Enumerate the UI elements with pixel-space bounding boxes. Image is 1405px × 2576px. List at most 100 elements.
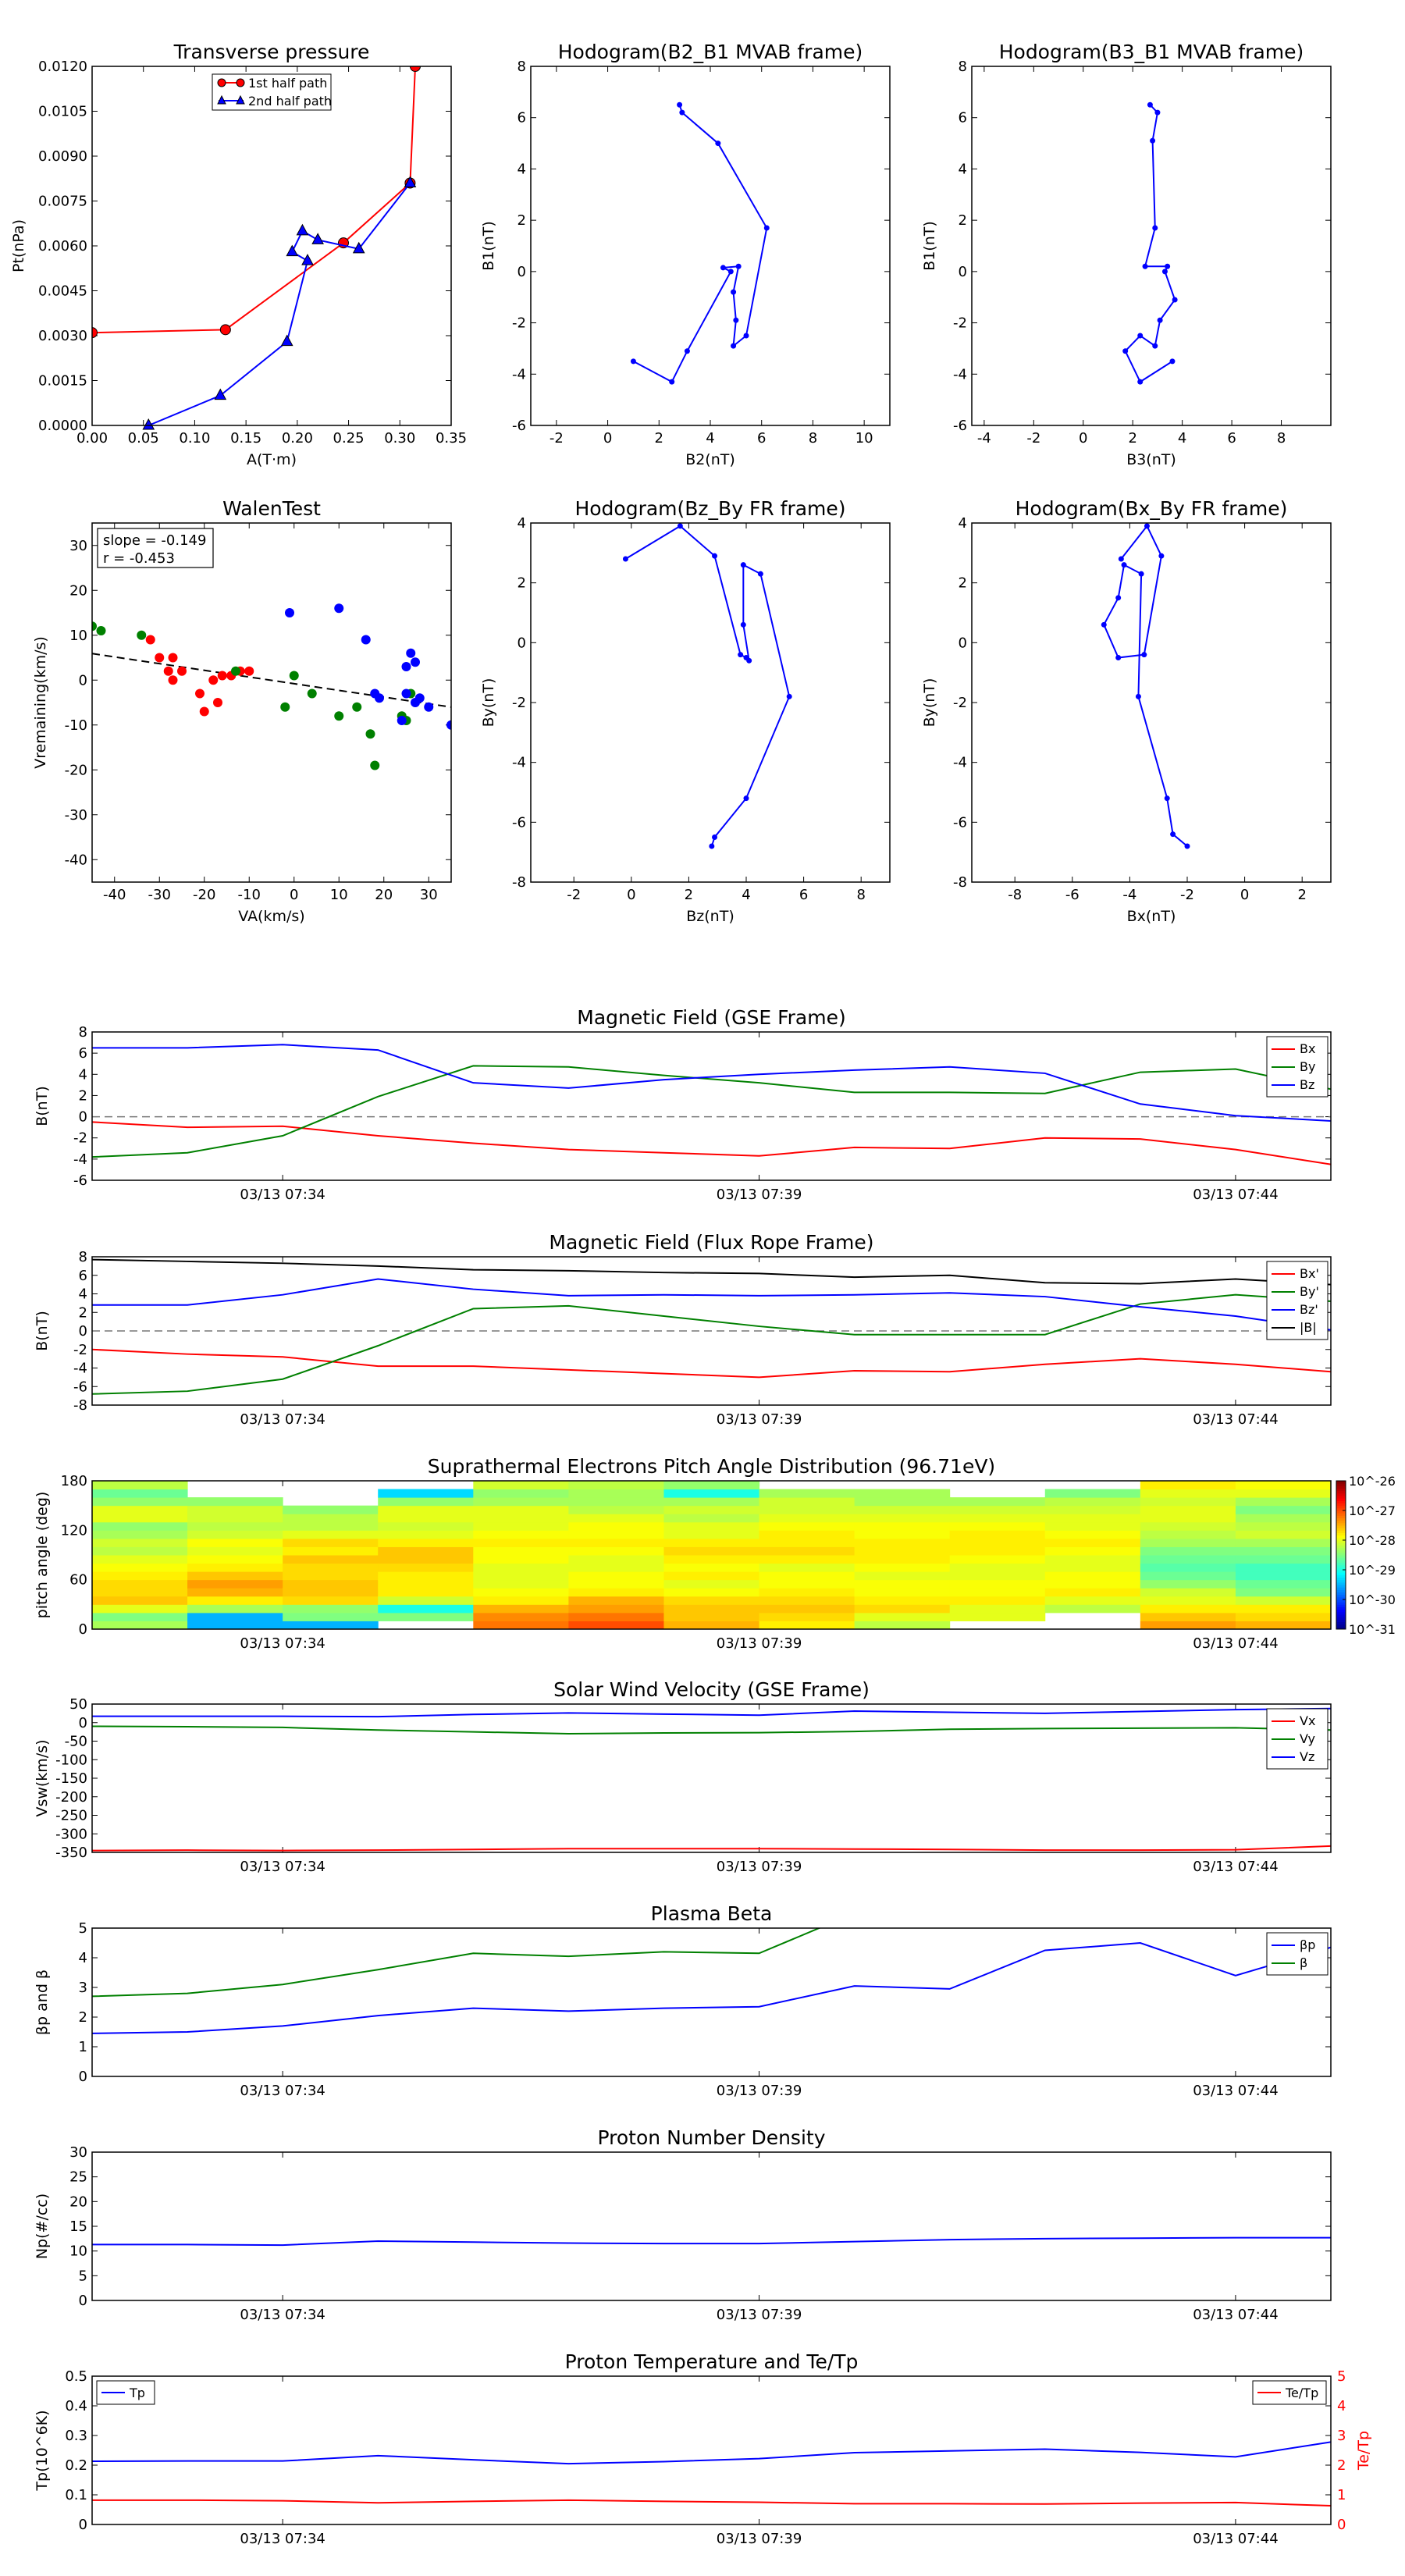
data-point (1184, 843, 1190, 849)
heatmap-cell (663, 1538, 760, 1547)
heatmap-cell (949, 1604, 1046, 1614)
y-tick-label: -2 (512, 695, 526, 711)
data-point (1142, 263, 1148, 269)
colorbar-segment (1336, 1510, 1346, 1514)
x-tick-label: -2 (1180, 887, 1194, 903)
x-tick-label: 8 (809, 430, 817, 447)
data-point (168, 653, 178, 663)
colorbar-segment (1336, 1530, 1346, 1533)
x-tick-label: 03/13 07:34 (240, 1187, 325, 1203)
x-tick-label: 0.30 (384, 430, 415, 447)
x-tick-label: 03/13 07:39 (717, 1859, 802, 1875)
heatmap-cell (473, 1505, 569, 1514)
y-tick-label: 4 (79, 1066, 87, 1083)
heatmap-cell (568, 1530, 664, 1539)
y-axis-label: By(nT) (480, 678, 497, 728)
data-point (1147, 101, 1153, 108)
x-tick-label: -6 (1065, 887, 1080, 903)
legend-label: 1st half path (248, 76, 327, 91)
heatmap-cell (1235, 1588, 1332, 1597)
y-tick-label: 0.4 (65, 2398, 87, 2414)
colorbar-segment (1336, 1611, 1346, 1615)
y-tick-label: 4 (959, 161, 967, 177)
data-point (352, 241, 365, 254)
heatmap-cell (92, 1497, 188, 1507)
heatmap-cell (1044, 1579, 1141, 1589)
series-line-1 (92, 2236, 1331, 2247)
heatmap-cell (473, 1621, 569, 1630)
hodogram-path (632, 104, 768, 383)
walen-panel: WalenTest -40 -30 -20 -10 0 10 20 30 -40 -30 -20 -10… (32, 497, 452, 925)
chart-title: Hodogram(Bz_By FR frame) (574, 497, 845, 520)
heatmap-cell (378, 1604, 474, 1614)
y-tick-label: 0.0105 (38, 104, 87, 120)
heatmap-cell (1235, 1514, 1332, 1523)
x-tick-label: 0.35 (436, 430, 467, 447)
data-point (1137, 333, 1144, 339)
colorbar-segment (1336, 1532, 1346, 1536)
heatmap-cell (1140, 1497, 1236, 1507)
heatmap-cell (1140, 1530, 1236, 1539)
y-tick-label: 5 (79, 2268, 87, 2284)
data-point (709, 843, 715, 849)
np-panel: Proton Number Density 0 5 10 15 20 25 30 03/13 0… (34, 2126, 1332, 2323)
y-tick-label: 0.0045 (38, 283, 87, 300)
data-point (1164, 795, 1170, 802)
y-tick-label: 0 (79, 2069, 87, 2085)
data-point (406, 648, 416, 658)
heatmap-cell (283, 1563, 379, 1572)
heatmap-cell (283, 1571, 379, 1581)
colorbar-segment (1336, 1606, 1346, 1610)
data-point (155, 653, 165, 663)
heatmap-cell (378, 1588, 474, 1597)
y-tick-label: 2 (79, 1087, 87, 1104)
heatmap-cell (378, 1505, 474, 1514)
data-point (280, 334, 293, 347)
y-tick-label: 10 (69, 628, 87, 644)
y-right-tick-label: 5 (1337, 2368, 1346, 2385)
colorbar-segment (1336, 1513, 1346, 1516)
y-tick-label: 180 (61, 1473, 87, 1489)
heatmap-cell (568, 1521, 664, 1531)
y-tick-label: 0 (79, 672, 87, 688)
legend-label: Bx (1300, 1041, 1315, 1056)
heatmap-cell (473, 1571, 569, 1581)
heatmap-cell (663, 1530, 760, 1539)
legend-box (212, 73, 332, 111)
y-tick-label: 0 (79, 2517, 87, 2533)
colorbar-segment (1336, 1564, 1346, 1568)
x-tick-label: 03/13 07:34 (240, 2531, 325, 2547)
beta-panel: Plasma Beta 0 1 2 3 4 5 03/13 07:34 03/13 07:39 0… (34, 1902, 1332, 2099)
x-tick-label: 03/13 07:44 (1193, 2083, 1278, 2099)
data-point (1172, 297, 1178, 303)
heatmap-cell (187, 1571, 283, 1581)
y-tick-label: 2 (518, 575, 526, 592)
data-point (296, 223, 309, 236)
heatmap-cell (1235, 1612, 1332, 1621)
y-axis-label: B1(nT) (921, 221, 938, 271)
x-tick-label: 0 (1240, 887, 1249, 903)
y-tick-label: 0.2 (65, 2457, 87, 2474)
heatmap-cell (1140, 1621, 1236, 1630)
heatmap-cell (949, 1505, 1046, 1514)
heatmap-cell (1044, 1497, 1141, 1507)
colorbar-segment (1336, 1592, 1346, 1596)
series-line-3 (92, 1707, 1331, 1718)
heatmap-cell (1140, 1505, 1236, 1514)
heatmap-cell (949, 1521, 1046, 1531)
x-axis-label: VA(km/s) (238, 908, 304, 925)
colorbar-segment (1336, 1525, 1346, 1528)
colorbar: 10^-26 10^-27 10^-28 10^-29 10^-30 10^-31 (1336, 1474, 1396, 1637)
heatmap-cell (1140, 1596, 1236, 1605)
heatmap-cell (854, 1621, 951, 1630)
y-tick-label: -6 (953, 814, 967, 831)
heatmap-cell (949, 1514, 1046, 1523)
colorbar-segment (1336, 1596, 1346, 1600)
series-line-2 (148, 182, 411, 425)
data-point (142, 418, 155, 430)
heatmap-cell (92, 1612, 188, 1621)
data-point (414, 693, 425, 703)
heatmap-cell (283, 1514, 379, 1523)
heatmap-cell (1140, 1489, 1236, 1498)
heatmap-cell (92, 1538, 188, 1547)
